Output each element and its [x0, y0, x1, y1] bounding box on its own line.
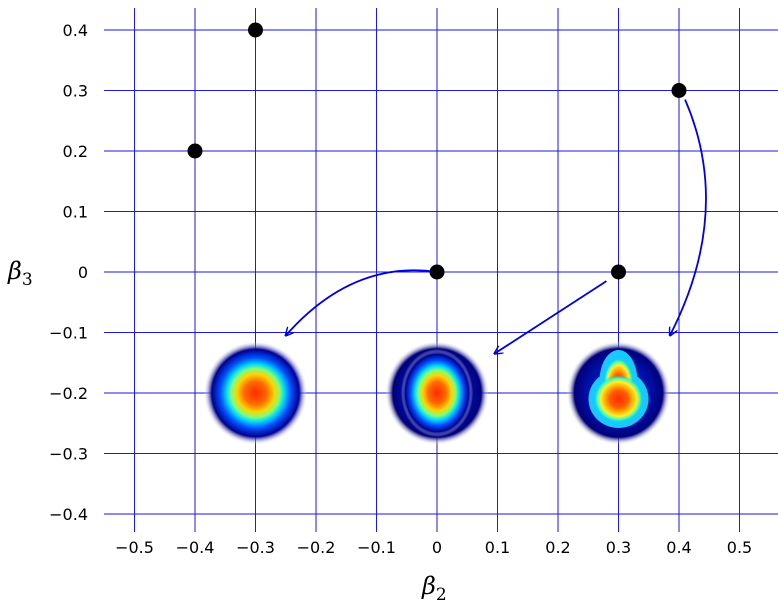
x-tick-label: −0.4	[176, 538, 215, 557]
y-tick-label: −0.2	[49, 384, 88, 403]
x-tick-label: 0.2	[545, 538, 570, 557]
y-tick-label: −0.4	[49, 505, 88, 524]
x-axis-label: β2	[421, 572, 447, 604]
x-tick-label: −0.3	[236, 538, 275, 557]
x-tick-label: −0.2	[297, 538, 336, 557]
density-image-pear	[566, 341, 671, 445]
x-tick-label: 0.4	[666, 538, 691, 557]
density-image-slightly-elongated	[385, 341, 489, 445]
data-point	[248, 22, 263, 38]
y-tick-label: 0	[78, 263, 88, 282]
data-point	[611, 264, 626, 280]
arrow-2	[670, 99, 707, 336]
data-point	[429, 264, 445, 280]
x-tick-label: −0.1	[357, 538, 396, 557]
y-tick-label: −0.3	[49, 445, 88, 464]
y-tick-label: −0.1	[49, 324, 88, 343]
data-points	[187, 22, 687, 280]
tick-labels: −0.5 −0.4 −0.3 −0.2 −0.1 0 0.1 0.2 0.3 0.4 0.5 0.4 0…	[49, 21, 752, 557]
arrow-1	[494, 280, 607, 354]
y-axis-label: β3	[7, 257, 33, 290]
arrow-0	[286, 269, 438, 335]
data-point	[671, 83, 687, 98]
x-tick-label: 0	[432, 538, 442, 557]
svg-text:β2: β2	[421, 572, 447, 604]
density-image-spherical	[203, 341, 308, 445]
arrows	[286, 99, 707, 354]
x-tick-label: 0.3	[606, 538, 631, 557]
y-tick-label: 0.3	[63, 82, 88, 101]
x-tick-label: 0.5	[727, 538, 752, 557]
svg-text:β3: β3	[7, 257, 33, 290]
y-tick-label: 0.1	[63, 203, 88, 222]
density-images	[203, 341, 671, 445]
data-point	[187, 143, 203, 159]
y-tick-label: 0.4	[63, 21, 88, 40]
y-tick-label: 0.2	[63, 142, 88, 161]
x-tick-label: −0.5	[115, 538, 154, 557]
x-tick-label: 0.1	[485, 538, 510, 557]
